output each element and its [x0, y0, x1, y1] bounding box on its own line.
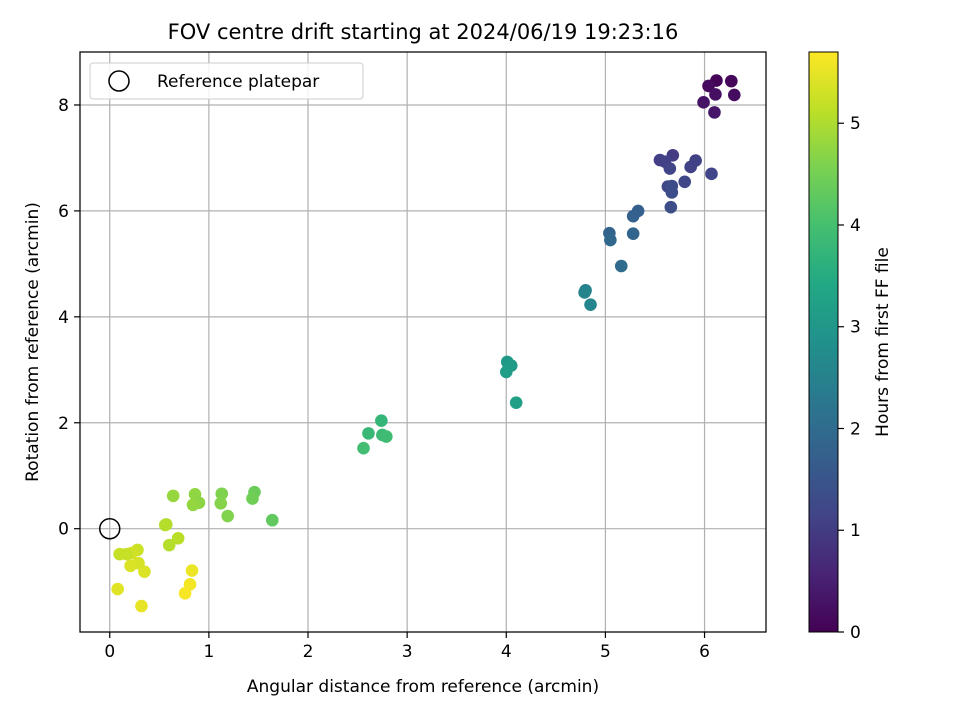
x-tick-label: 0: [104, 642, 115, 662]
y-tick-label: 0: [58, 520, 69, 540]
colorbar-tick-label: 3: [850, 318, 861, 338]
data-point: [162, 538, 176, 552]
data-point: [120, 547, 133, 561]
data-point: [135, 599, 148, 613]
data-point: [178, 587, 192, 600]
chart-title: FOV centre drift starting at 2024/06/19 …: [168, 20, 679, 44]
data-point: [614, 259, 628, 273]
legend-marker-reference: [108, 70, 130, 92]
y-axis-label: Rotation from reference (arcmin): [23, 202, 43, 482]
colorbar-gradient: [808, 51, 839, 633]
x-tick-label: 3: [402, 642, 413, 662]
data-point: [362, 427, 375, 440]
data-point: [727, 88, 741, 102]
data-point: [375, 414, 388, 427]
data-point: [663, 162, 677, 175]
data-point: [709, 88, 722, 101]
legend-box: [89, 62, 364, 100]
y-tick-label: 8: [58, 96, 69, 116]
data-point: [158, 518, 172, 532]
legend: Reference platepar: [89, 62, 364, 100]
y-tick-label: 6: [58, 202, 69, 222]
data-point: [725, 74, 738, 88]
data-point: [166, 489, 180, 503]
data-point: [664, 200, 678, 214]
y-tick-label: 4: [58, 308, 69, 328]
data-point: [185, 564, 199, 577]
data-point: [705, 167, 718, 181]
data-point: [266, 513, 279, 527]
data-point: [246, 492, 259, 505]
data-point: [499, 365, 513, 379]
data-point: [124, 559, 137, 573]
data-point: [215, 487, 229, 501]
colorbar-tick-label: 0: [850, 623, 861, 643]
data-point: [697, 96, 710, 109]
colorbar-tick-label: 4: [850, 216, 861, 236]
data-point: [186, 498, 200, 512]
x-tick-label: 4: [501, 642, 512, 662]
colorbar-ticks: 0 1 2 3 4 5: [838, 114, 861, 643]
data-point: [678, 175, 692, 189]
data-point: [604, 233, 617, 247]
x-axis-label: Angular distance from reference (arcmin): [247, 677, 599, 697]
data-point: [626, 227, 640, 240]
x-tick-label: 5: [600, 642, 611, 662]
x-tick-label: 6: [699, 642, 710, 662]
colorbar: 0 1 2 3 4 5 Hours from first FF file: [808, 51, 893, 643]
legend-label-reference: Reference platepar: [157, 72, 319, 92]
data-point: [221, 509, 235, 523]
data-point: [708, 106, 721, 119]
x-tick-label: 2: [303, 642, 314, 662]
data-points: [98, 74, 741, 613]
data-point: [578, 286, 591, 299]
data-point: [665, 186, 679, 199]
data-point: [584, 298, 597, 311]
colorbar-label: Hours from first FF file: [873, 247, 893, 437]
y-tick-label: 2: [58, 414, 69, 434]
data-point: [380, 430, 393, 443]
data-point: [509, 396, 523, 409]
data-point: [357, 441, 370, 455]
data-point: [171, 531, 185, 545]
data-point: [111, 582, 124, 596]
data-point: [626, 209, 640, 223]
data-point: [214, 496, 228, 510]
colorbar-tick-label: 2: [850, 419, 861, 439]
y-axis-ticks: 0 2 4 6 8: [58, 96, 80, 540]
reference-marker: [98, 517, 121, 540]
grid-lines: [80, 52, 766, 632]
data-point: [684, 160, 697, 174]
plot-frame: [79, 51, 767, 633]
data-point: [138, 565, 151, 578]
x-axis-ticks: 0 1 2 3 4 5 6: [104, 632, 710, 662]
colorbar-tick-label: 1: [850, 521, 861, 541]
data-point: [702, 79, 715, 93]
x-tick-label: 1: [203, 642, 214, 662]
colorbar-tick-label: 5: [850, 114, 861, 134]
